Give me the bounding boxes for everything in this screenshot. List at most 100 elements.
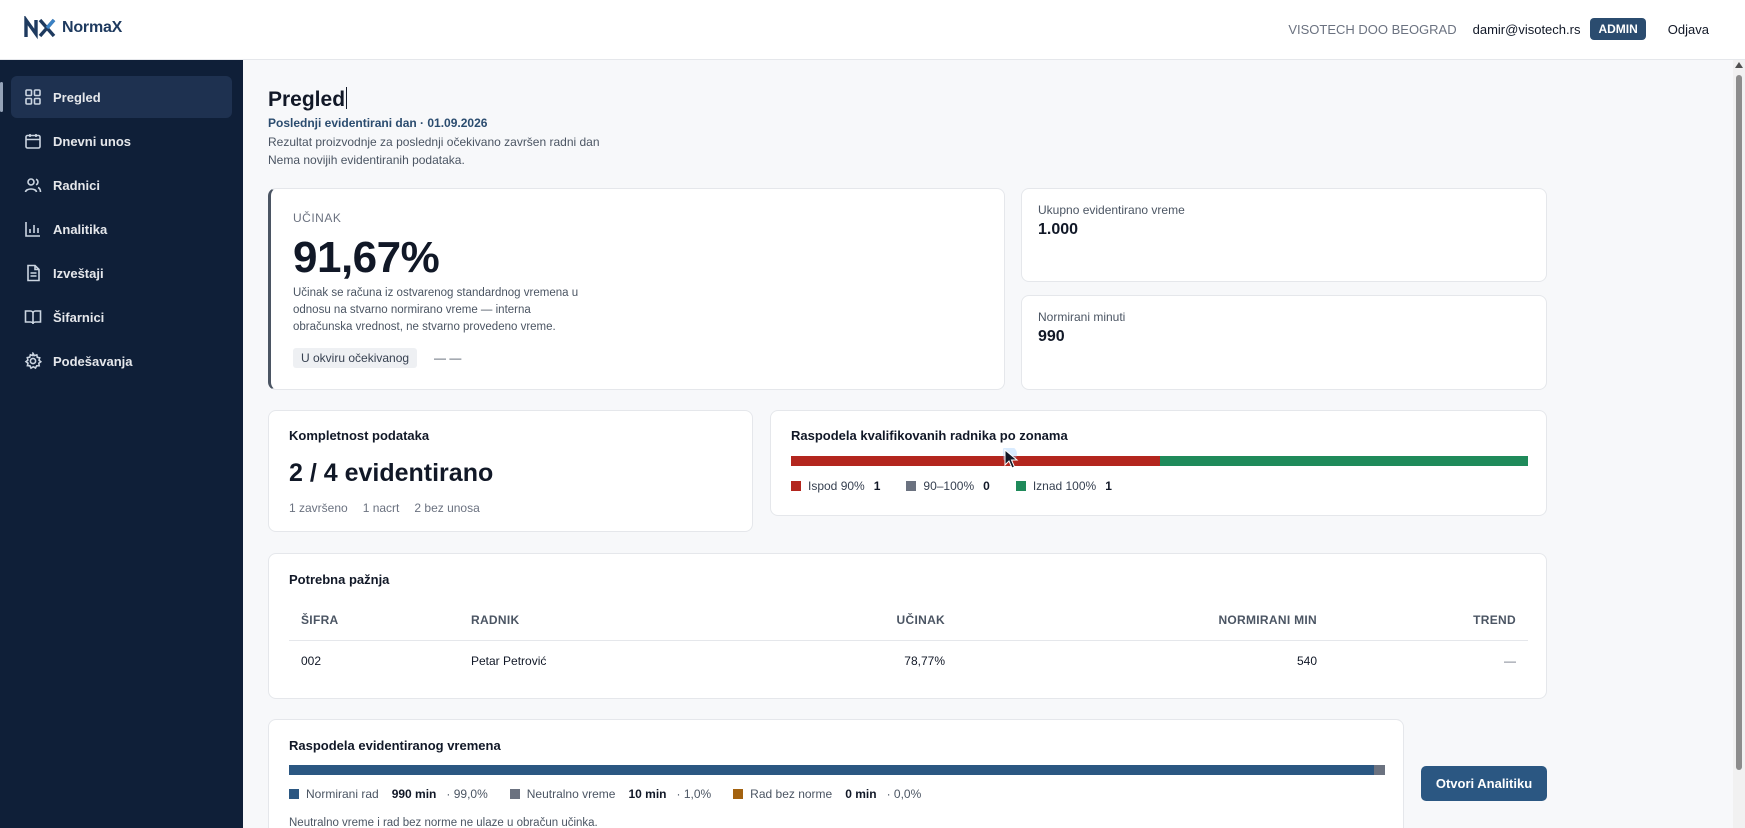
time-distribution-note: Neutralno vreme i rad bez norme ne ulaze… [289, 817, 598, 828]
attention-title: Potrebna pažnja [289, 572, 390, 587]
book-icon [24, 308, 42, 326]
legend-pct: · 1,0% [676, 787, 712, 801]
completeness-stats: 1 završeno 1 nacrt 2 bez unosa [289, 501, 480, 515]
legend-item-no-norm: Rad bez norme 0 min · 0,0% [733, 787, 921, 801]
column-header-efficiency[interactable]: UČINAK [759, 600, 957, 641]
time-distribution-title: Raspodela evidentiranog vremena [289, 738, 501, 753]
top-bar: NormaX VISOTECH DOO BEOGRAD damir@visote… [0, 0, 1745, 60]
attention-card: Potrebna pažnja ŠIFRA RADNIK UČINAK NORM… [268, 553, 1547, 699]
sidebar-item-analitika[interactable]: Analitika [11, 208, 232, 250]
sidebar-item-label: Analitika [53, 221, 108, 237]
completeness-none: 2 bez unosa [414, 501, 480, 515]
legend-item-within: 90–100% 0 [906, 479, 990, 493]
efficiency-trend: — — [434, 351, 462, 365]
data-completeness-card: Kompletnost podataka 2 / 4 evidentirano … [268, 410, 753, 532]
sidebar-item-podesavanja[interactable]: Podešavanja [11, 340, 232, 382]
legend-swatch-normed [289, 789, 299, 799]
sidebar-item-label: Pregled [53, 89, 101, 105]
cell-worker: Petar Petrović [471, 654, 547, 669]
legend-label: Neutralno vreme [526, 787, 616, 801]
role-badge: ADMIN [1590, 18, 1646, 40]
legend-pct: · 0,0% [886, 787, 922, 801]
sidebar-item-radnici[interactable]: Radnici [11, 164, 232, 206]
sidebar-item-pregled[interactable]: Pregled [0, 76, 232, 118]
zones-bar [791, 456, 1528, 466]
page-title: Pregled [268, 87, 348, 112]
sidebar-item-label: Dnevni unos [53, 133, 132, 149]
legend-amount: 10 min [628, 787, 667, 801]
sidebar-item-sifarnici[interactable]: Šifarnici [11, 296, 232, 338]
legend-amount: 990 min [391, 787, 437, 801]
legend-label: Iznad 100% [1032, 479, 1097, 493]
legend-item-below: Ispod 90% 1 [791, 479, 880, 493]
efficiency-value: 91,67% [293, 233, 440, 282]
time-bar-segment-0 [289, 765, 1375, 775]
column-header-trend[interactable]: TREND [1329, 600, 1528, 641]
cell-efficiency: 78,77% [904, 654, 945, 669]
legend-swatch-no-norm [733, 789, 744, 799]
zone-bar-segment-2 [1159, 456, 1528, 466]
logo-text: NormaX [62, 19, 123, 36]
zones-legend: Ispod 90% 1 90–100% 0 Iznad 100% 1 [791, 479, 1112, 493]
sidebar-item-dnevni-unos[interactable]: Dnevni unos [11, 120, 232, 162]
sidebar-nav: Pregled Dnevni unos Radnici Analitika Iz… [0, 60, 243, 382]
legend-count: 1 [1105, 479, 1112, 493]
completeness-done: 1 završeno [289, 501, 348, 515]
scrollbar-thumb[interactable] [1736, 75, 1742, 770]
efficiency-label: UČINAK [293, 211, 342, 225]
sidebar-item-label: Radnici [53, 177, 100, 193]
last-recorded-day: Poslednji evidentirani dan · 01.09.2026 [268, 116, 488, 130]
legend-swatch-below [791, 481, 801, 491]
text-caret [346, 87, 348, 109]
legend-label: Normirani rad [306, 787, 379, 801]
zones-card: Raspodela kvalifikovanih radnika po zona… [770, 410, 1547, 516]
norm-minutes-card: Normirani minuti 990 [1021, 295, 1547, 390]
sidebar-item-label: Podešavanja [53, 353, 133, 369]
completeness-draft: 1 nacrt [362, 501, 400, 515]
sidebar-item-label: Šifarnici [53, 309, 105, 325]
legend-swatch-neutral [509, 789, 520, 799]
column-header-worker[interactable]: RADNIK [459, 600, 759, 641]
page-title-text: Pregled [268, 88, 346, 111]
legend-swatch-above [1015, 481, 1026, 491]
column-header-code[interactable]: ŠIFRA [289, 600, 459, 641]
time-distribution-bar [289, 765, 1385, 775]
legend-count: 0 [983, 479, 990, 493]
table-header-row: ŠIFRA RADNIK UČINAK NORMIRANI MIN TREND [289, 600, 1528, 641]
mouse-cursor-icon [1003, 448, 1019, 469]
zone-bar-segment-0 [791, 456, 1160, 466]
users-icon [24, 176, 42, 194]
cell-code: 002 [301, 654, 322, 669]
legend-label: 90–100% [923, 479, 975, 493]
logout-button[interactable]: Odjava [1667, 21, 1709, 37]
grid-icon [24, 88, 42, 106]
efficiency-card: UČINAK 91,67% Učinak se računa iz ostvar… [268, 188, 1005, 390]
main-content: Pregled Poslednji evidentirani dan · 01.… [243, 60, 1733, 828]
document-icon [24, 264, 42, 282]
legend-label: Ispod 90% [808, 479, 865, 493]
total-time-card: Ukupno evidentirano vreme 1.000 [1021, 188, 1547, 282]
legend-item-above: Iznad 100% 1 [1015, 479, 1112, 493]
table-row[interactable]: 002 Petar Petrović 78,77% 540 — [289, 640, 1528, 682]
legend-item-normed: Normirani rad 990 min · 99,0% [289, 787, 488, 801]
legend-amount: 0 min [845, 787, 877, 801]
completeness-title: Kompletnost podataka [289, 428, 430, 443]
time-bar-segment-1 [1374, 765, 1385, 775]
column-header-norm-min[interactable]: NORMIRANI MIN [957, 600, 1329, 641]
sidebar-item-label: Izveštaji [53, 265, 104, 281]
scroll-up-arrow-icon[interactable] [1735, 62, 1743, 68]
logo[interactable]: NormaX [24, 16, 122, 40]
company-name: VISOTECH DOO BEOGRAD [1288, 21, 1457, 37]
legend-pct: · 99,0% [446, 787, 488, 801]
total-time-value: 1.000 [1038, 221, 1079, 238]
efficiency-status-badge: U okviru očekivanog [293, 348, 418, 368]
logo-mark-icon [24, 16, 56, 40]
legend-item-neutral: Neutralno vreme 10 min · 1,0% [509, 787, 712, 801]
legend-count: 1 [873, 479, 881, 493]
norm-minutes-label: Normirani minuti [1038, 310, 1126, 324]
cell-trend: — [1504, 654, 1516, 669]
open-analytics-button[interactable]: Otvori Analitiku [1421, 766, 1547, 801]
legend-label: Rad bez norme [750, 787, 833, 801]
cell-norm-min: 540 [1296, 654, 1317, 669]
sidebar-item-izvestaji[interactable]: Izveštaji [11, 252, 232, 294]
